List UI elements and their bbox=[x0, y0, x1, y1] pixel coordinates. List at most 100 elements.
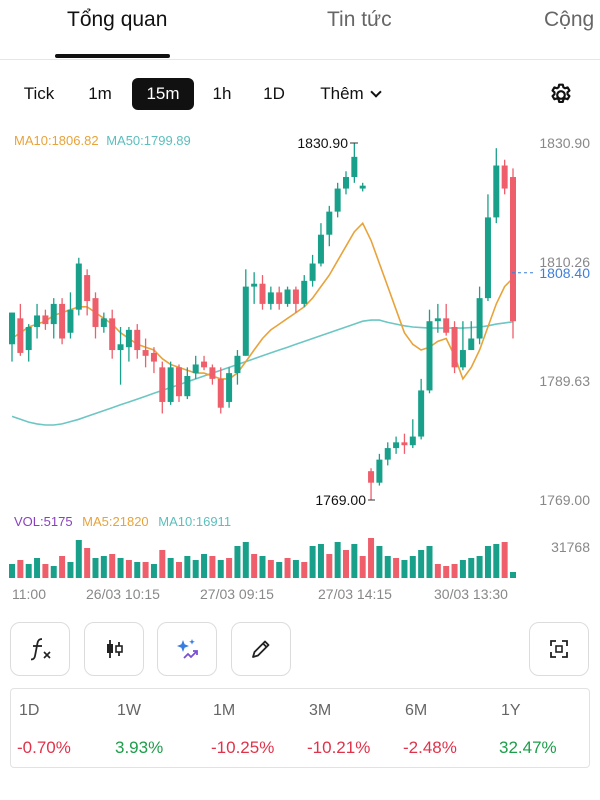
candle-body bbox=[359, 185, 366, 189]
price-axis-label: 1789.63 bbox=[539, 373, 590, 389]
volume-bar bbox=[50, 566, 57, 578]
fullscreen-icon bbox=[550, 640, 568, 658]
candle-body bbox=[476, 298, 483, 339]
volume-bar bbox=[34, 558, 41, 578]
volume-axis-label: 31768 bbox=[551, 539, 590, 555]
tab-community[interactable]: Cộng bbox=[544, 8, 595, 31]
candle-body bbox=[384, 448, 391, 460]
volume-bar bbox=[501, 542, 508, 578]
candle-body bbox=[176, 367, 182, 397]
fullscreen-button[interactable] bbox=[529, 622, 589, 676]
candle-body bbox=[301, 280, 308, 304]
volume-bar bbox=[317, 544, 324, 578]
volume-bar bbox=[359, 556, 366, 578]
candle-body bbox=[259, 283, 266, 304]
volume-bar bbox=[167, 558, 174, 578]
interval-1d[interactable]: 1D bbox=[263, 84, 285, 103]
volume-bar bbox=[451, 564, 458, 578]
candle-body bbox=[201, 361, 208, 368]
candle-body bbox=[426, 321, 433, 391]
candle-body bbox=[292, 289, 299, 304]
volume-bar bbox=[484, 546, 491, 578]
candle-body bbox=[109, 318, 116, 351]
volume-bar bbox=[301, 562, 308, 578]
volume-bar bbox=[418, 550, 425, 578]
candle-body bbox=[134, 329, 141, 351]
volume-bar bbox=[176, 562, 182, 578]
perf-6m[interactable]: 6M -2.48% bbox=[397, 689, 493, 769]
perf-value: 3.93% bbox=[115, 738, 164, 757]
volume-bar bbox=[259, 556, 266, 578]
candle-body bbox=[142, 350, 149, 356]
candle-body bbox=[184, 376, 191, 397]
price-chart[interactable]: 1830.90 1810.26 1789.63 1769.00 1830.90 1769… bbox=[0, 125, 600, 610]
more-intervals-button[interactable]: Thêm bbox=[308, 78, 392, 110]
perf-period: 6M bbox=[405, 702, 428, 719]
interval-1h[interactable]: 1h bbox=[212, 84, 232, 103]
volume-bar bbox=[476, 556, 483, 578]
volume-bar bbox=[75, 540, 82, 578]
volume-bar bbox=[134, 562, 141, 578]
interval-tick[interactable]: Tick bbox=[23, 84, 55, 103]
volume-bar bbox=[234, 546, 241, 578]
drawing-tool-button[interactable] bbox=[231, 622, 291, 676]
volume-bar bbox=[267, 560, 274, 578]
interval-15m[interactable]: 15m bbox=[132, 78, 194, 110]
perf-1m[interactable]: 1M -10.25% bbox=[205, 689, 301, 769]
active-tab-indicator bbox=[55, 54, 170, 58]
candle-body bbox=[34, 315, 41, 327]
function-icon bbox=[30, 638, 51, 661]
candle-body bbox=[9, 312, 15, 345]
candle-body bbox=[343, 177, 349, 189]
perf-period: 3M bbox=[309, 702, 332, 719]
volume-bar bbox=[201, 554, 208, 578]
candle-type-icon bbox=[107, 640, 123, 658]
candle-body bbox=[167, 367, 174, 402]
volume-bar bbox=[493, 544, 500, 578]
tab-overview[interactable]: Tổng quan bbox=[67, 8, 168, 31]
candle-body bbox=[251, 283, 258, 287]
perf-1d[interactable]: 1D -0.70% bbox=[11, 689, 107, 769]
ma-legend: MA10:1806.82 MA50:1799.89 bbox=[14, 133, 191, 148]
candle-body bbox=[25, 326, 32, 351]
volume-bar bbox=[42, 564, 49, 578]
volume-bar bbox=[351, 544, 358, 578]
volume-bar bbox=[426, 546, 433, 578]
candle-body bbox=[92, 298, 99, 327]
price-axis-label: 1769.00 bbox=[539, 492, 590, 508]
candle-body bbox=[42, 315, 49, 325]
perf-1w[interactable]: 1W 3.93% bbox=[107, 689, 203, 769]
candle-body bbox=[125, 329, 132, 348]
candle-body bbox=[242, 286, 249, 356]
price-axis-label: 1830.90 bbox=[539, 135, 590, 151]
volume-bar bbox=[67, 562, 74, 578]
chart-settings-button[interactable] bbox=[548, 82, 574, 108]
ma50-legend: MA50:1799.89 bbox=[106, 133, 191, 148]
candle-body bbox=[150, 352, 157, 362]
low-price-label: 1769.00 bbox=[315, 492, 366, 508]
volume-bar bbox=[393, 558, 400, 578]
high-price-label: 1830.90 bbox=[297, 135, 348, 151]
volume-bar bbox=[209, 556, 216, 578]
vol-legend: VOL:5175 bbox=[14, 514, 73, 529]
chart-tools bbox=[0, 622, 600, 678]
volume-bar bbox=[384, 556, 391, 578]
interval-1m[interactable]: 1m bbox=[88, 84, 112, 103]
candle-body bbox=[100, 318, 107, 327]
chart-type-button[interactable] bbox=[84, 622, 144, 676]
candle-body bbox=[459, 350, 466, 368]
volume-bar bbox=[226, 558, 233, 578]
indicator-button[interactable] bbox=[10, 622, 70, 676]
ai-analysis-button[interactable] bbox=[157, 622, 217, 676]
volume-bar bbox=[142, 562, 149, 578]
volume-bar bbox=[326, 554, 333, 578]
tab-news[interactable]: Tin tức bbox=[327, 8, 392, 31]
volume-bar bbox=[242, 542, 249, 578]
chevron-down-icon bbox=[370, 86, 382, 98]
perf-1y[interactable]: 1Y 32.47% bbox=[493, 689, 589, 769]
candlestick-chart-canvas[interactable]: 1830.90 1810.26 1789.63 1769.00 1830.90 1769… bbox=[0, 125, 600, 610]
pencil-icon bbox=[252, 640, 270, 658]
performance-table: 1D -0.70% 1W 3.93% 1M -10.25% 3M -10.21%… bbox=[10, 688, 590, 768]
candle-body bbox=[192, 364, 199, 374]
perf-3m[interactable]: 3M -10.21% bbox=[301, 689, 397, 769]
